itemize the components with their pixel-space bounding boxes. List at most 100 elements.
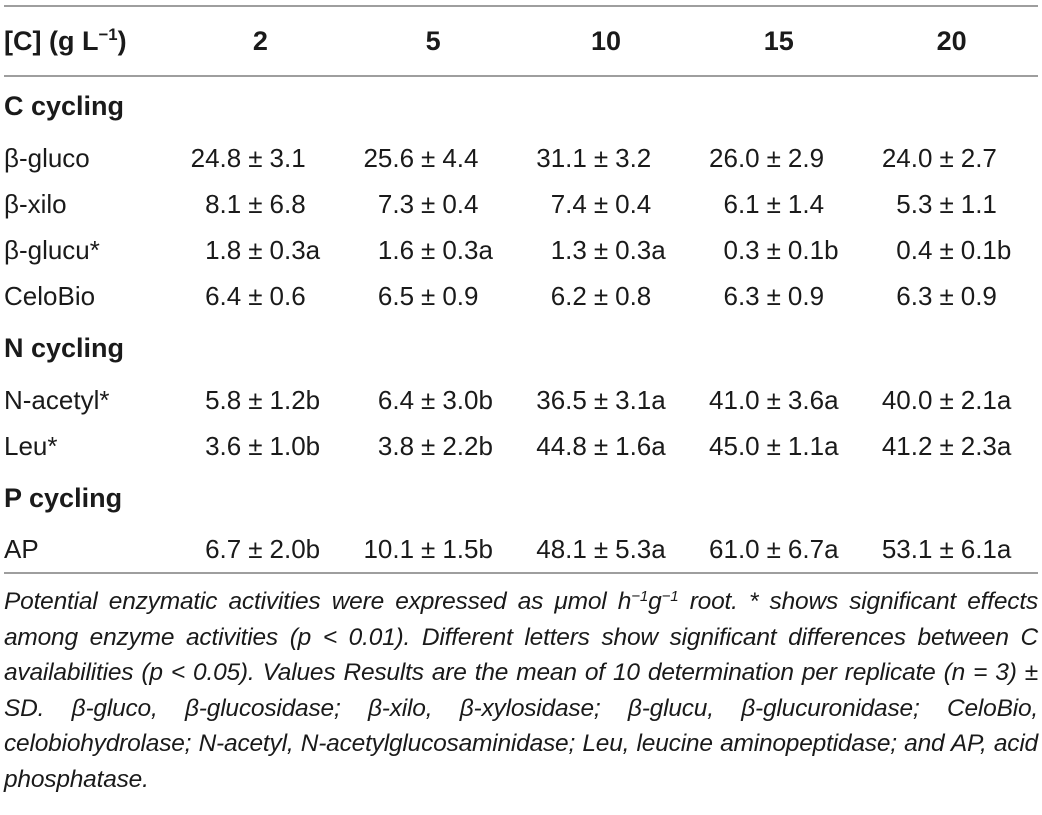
value-mean: 0.4 bbox=[896, 234, 933, 265]
value-sd: 3.1 bbox=[269, 142, 306, 173]
value-cell: 7.4 ±0.4 bbox=[520, 181, 693, 227]
value-mean: 24.0 bbox=[881, 142, 933, 173]
value-sd: 2.3a bbox=[960, 430, 1012, 461]
table-header: [C] (g L−1) 2 5 10 15 20 bbox=[4, 6, 1038, 76]
value-mean: 45.0 bbox=[709, 430, 760, 461]
plus-minus-sign: ± bbox=[766, 188, 781, 219]
plus-minus-sign: ± bbox=[939, 142, 954, 173]
value-cell: 31.1 ±3.2 bbox=[520, 135, 693, 181]
data-row: N-acetyl* 5.8 ±1.2b 6.4 ±3.0b 36.5 ±3.1a 41.0 ±3… bbox=[4, 377, 1038, 423]
plus-minus-sign: ± bbox=[421, 280, 436, 311]
enzyme-activity-table: [C] (g L−1) 2 5 10 15 20 C cycling β-gluco 24.… bbox=[4, 5, 1038, 574]
value-mean: 53.1 bbox=[881, 534, 933, 564]
value-sd: 2.9 bbox=[787, 142, 825, 173]
value-cell: 40.0 ±2.1a bbox=[865, 377, 1038, 423]
plus-minus-sign: ± bbox=[766, 142, 781, 173]
value-cell: 1.6 ±0.3a bbox=[347, 227, 520, 273]
concentration-label-suffix: ) bbox=[117, 25, 127, 56]
value-mean: 0.3 bbox=[723, 234, 760, 265]
value-sd: 3.0b bbox=[442, 384, 493, 415]
value-sd: 0.1b bbox=[787, 234, 839, 265]
value-mean: 3.6 bbox=[205, 430, 242, 461]
value-cell: 48.1 ±5.3a bbox=[520, 527, 693, 573]
value-sd: 3.1a bbox=[615, 384, 666, 415]
value-mean: 1.8 bbox=[205, 234, 242, 265]
value-sd: 0.4 bbox=[615, 188, 652, 219]
header-row: [C] (g L−1) 2 5 10 15 20 bbox=[4, 6, 1038, 76]
value-cell: 6.3 ±0.9 bbox=[692, 273, 865, 319]
header-col-20: 20 bbox=[936, 25, 967, 56]
value-sd: 2.7 bbox=[960, 142, 997, 173]
value-cell: 3.8 ±2.2b bbox=[347, 423, 520, 469]
value-cell: 0.4 ±0.1b bbox=[865, 227, 1038, 273]
plus-minus-sign: ± bbox=[248, 188, 263, 219]
plus-minus-sign: ± bbox=[421, 534, 436, 564]
value-mean: 7.3 bbox=[377, 188, 415, 219]
value-sd: 6.8 bbox=[269, 188, 306, 219]
plus-minus-sign: ± bbox=[421, 430, 436, 461]
plus-minus-sign: ± bbox=[939, 188, 954, 219]
section-row-1: N cycling bbox=[4, 319, 1038, 377]
value-cell: 10.1 ±1.5b bbox=[347, 527, 520, 573]
value-sd: 0.4 bbox=[442, 188, 479, 219]
value-sd: 6.7a bbox=[787, 534, 839, 564]
value-cell: 25.6 ±4.4 bbox=[347, 135, 520, 181]
plus-minus-sign: ± bbox=[421, 142, 436, 173]
value-sd: 1.1 bbox=[960, 188, 997, 219]
value-sd: 0.9 bbox=[960, 280, 997, 311]
value-sd: 0.3a bbox=[615, 234, 666, 265]
plus-minus-sign: ± bbox=[593, 234, 609, 265]
plus-minus-sign: ± bbox=[593, 430, 609, 461]
plus-minus-sign: ± bbox=[939, 534, 954, 564]
section-label: N cycling bbox=[4, 332, 125, 363]
data-row: Leu* 3.6 ±1.0b 3.8 ±2.2b 44.8 ±1.6a 45.0 ±1.1a 41… bbox=[4, 423, 1038, 469]
value-cell: 44.8 ±1.6a bbox=[520, 423, 693, 469]
data-row: CeloBio 6.4 ±0.6 6.5 ±0.9 6.2 ±0.8 6.3 ±0.9 6.3 ±0… bbox=[4, 273, 1038, 319]
section-row-0: C cycling bbox=[4, 76, 1038, 135]
value-sd: 1.5b bbox=[442, 534, 493, 564]
value-mean: 7.4 bbox=[550, 188, 587, 219]
section-row-2: P cycling bbox=[4, 469, 1038, 527]
plus-minus-sign: ± bbox=[248, 234, 263, 265]
value-cell: 41.0 ±3.6a bbox=[692, 377, 865, 423]
value-cell: 24.0 ±2.7 bbox=[865, 135, 1038, 181]
value-cell: 5.3 ±1.1 bbox=[865, 181, 1038, 227]
value-mean: 5.8 bbox=[205, 384, 242, 415]
plus-minus-sign: ± bbox=[593, 188, 609, 219]
value-sd: 3.2 bbox=[615, 142, 652, 173]
row-label: β-glucu* bbox=[4, 234, 100, 265]
plus-minus-sign: ± bbox=[593, 384, 609, 415]
value-mean: 31.1 bbox=[536, 142, 587, 173]
value-cell: 1.3 ±0.3a bbox=[520, 227, 693, 273]
header-col-10: 10 bbox=[590, 25, 622, 56]
value-mean: 6.4 bbox=[205, 280, 242, 311]
value-mean: 24.8 bbox=[190, 142, 242, 173]
value-cell: 26.0 ±2.9 bbox=[692, 135, 865, 181]
data-row: β-xilo 8.1 ±6.8 7.3 ±0.4 7.4 ±0.4 6.1 ±1.4 5.3 ±1.… bbox=[4, 181, 1038, 227]
table-body: C cycling β-gluco 24.8 ±3.1 25.6 ±4.4 31.1 ±3.2… bbox=[4, 76, 1038, 573]
value-cell: 6.4 ±3.0b bbox=[347, 377, 520, 423]
value-sd: 6.1a bbox=[960, 534, 1012, 564]
value-mean: 6.4 bbox=[377, 384, 415, 415]
footnote-superscript: −1 bbox=[661, 587, 679, 605]
value-mean: 25.6 bbox=[363, 142, 415, 173]
value-mean: 3.8 bbox=[377, 430, 415, 461]
value-cell: 6.3 ±0.9 bbox=[865, 273, 1038, 319]
value-cell: 61.0 ±6.7a bbox=[692, 527, 865, 573]
plus-minus-sign: ± bbox=[248, 534, 263, 564]
value-mean: 36.5 bbox=[536, 384, 587, 415]
plus-minus-sign: ± bbox=[766, 280, 781, 311]
header-col-5: 5 bbox=[425, 25, 441, 56]
value-sd: 1.4 bbox=[787, 188, 825, 219]
value-sd: 0.8 bbox=[615, 280, 652, 311]
value-sd: 0.9 bbox=[787, 280, 825, 311]
value-sd: 1.2b bbox=[269, 384, 321, 415]
value-sd: 5.3a bbox=[615, 534, 666, 564]
plus-minus-sign: ± bbox=[766, 534, 781, 564]
plus-minus-sign: ± bbox=[248, 142, 263, 173]
row-label: N-acetyl* bbox=[4, 384, 110, 415]
plus-minus-sign: ± bbox=[766, 384, 781, 415]
plus-minus-sign: ± bbox=[939, 430, 954, 461]
value-mean: 6.3 bbox=[723, 280, 760, 311]
value-mean: 5.3 bbox=[896, 188, 933, 219]
